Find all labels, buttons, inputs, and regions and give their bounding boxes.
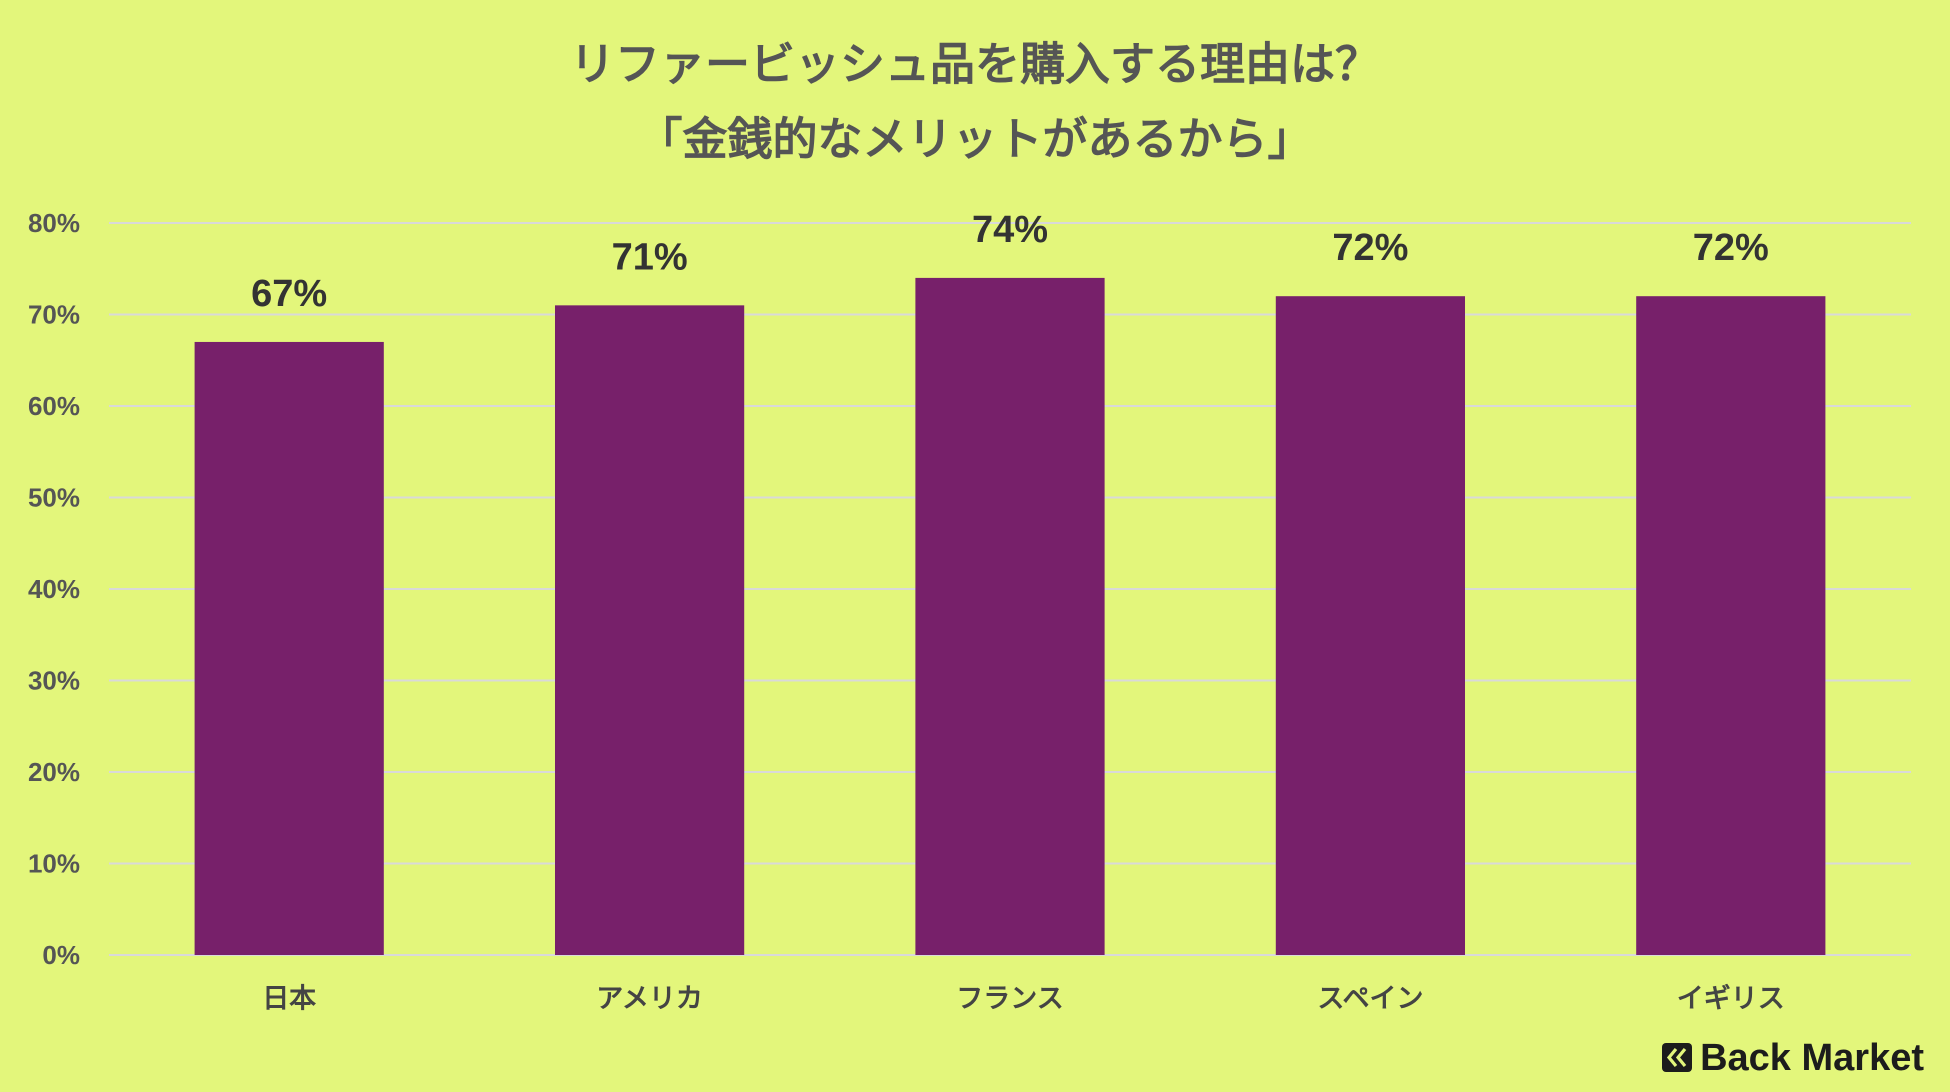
data-labels: 67% 71% 74% 72% 72% (251, 209, 1769, 315)
x-tick-label: アメリカ (596, 984, 703, 1015)
y-tick-label: 40% (28, 574, 80, 604)
data-label: 74% (972, 209, 1048, 251)
brand-logo: Back Market (1662, 1037, 1924, 1079)
x-tick-label: スペイン (1317, 984, 1423, 1015)
bar (194, 341, 384, 955)
y-tick-label: 70% (28, 300, 80, 330)
y-tick-label: 20% (28, 757, 80, 787)
bar (1636, 296, 1826, 955)
bars (194, 277, 1826, 956)
data-label: 72% (1332, 227, 1408, 269)
brand-name: Back Market (1700, 1037, 1924, 1079)
chart-title: リファービッシュ品を購入する理由は？ (570, 38, 1380, 91)
y-tick-label: 80% (28, 208, 80, 238)
y-tick-label: 10% (28, 849, 80, 879)
data-label: 67% (251, 273, 327, 315)
y-tick-label: 30% (28, 666, 80, 696)
x-axis: 日本 アメリカ フランス スペイン イギリス (262, 984, 1785, 1015)
chart-subtitle: 「金銭的なメリットがあるから」 (637, 113, 1312, 166)
x-tick-label: 日本 (262, 984, 316, 1015)
x-tick-label: イギリス (1677, 984, 1785, 1015)
x-tick-label: フランス (956, 984, 1063, 1015)
bar (915, 277, 1105, 955)
y-tick-label: 50% (28, 483, 80, 513)
y-tick-label: 60% (28, 391, 80, 421)
bar (1275, 296, 1466, 955)
y-tick-label: 0% (42, 940, 80, 970)
data-label: 72% (1693, 227, 1769, 269)
bar (554, 305, 745, 956)
back-market-logo-icon (1662, 1043, 1692, 1072)
y-axis: 0% 10% 20% 30% 40% 50% 60% 70% 80% (28, 208, 80, 970)
data-label: 71% (612, 236, 688, 278)
